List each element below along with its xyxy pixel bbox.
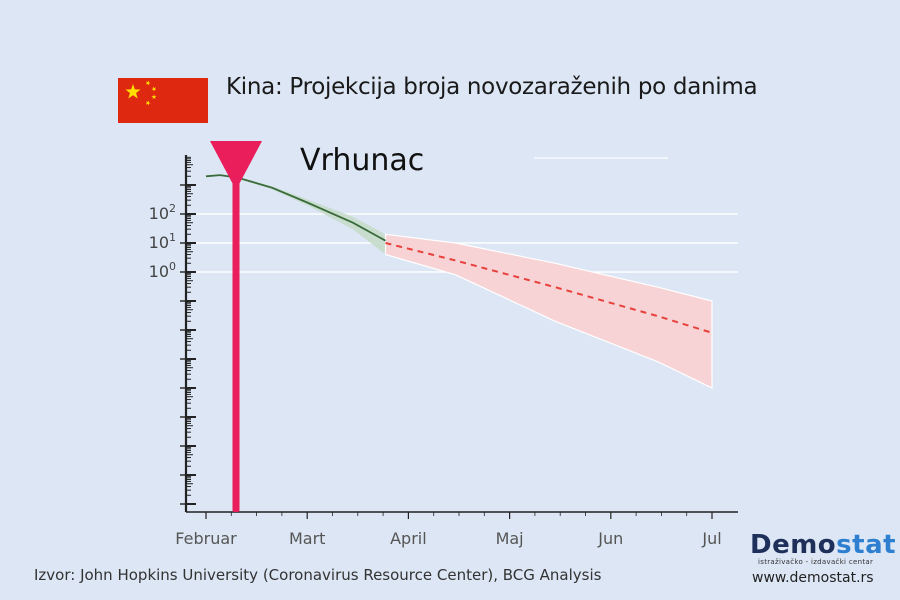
peak-marker-bar — [232, 175, 240, 512]
peak-label: Vrhunac — [300, 143, 424, 178]
flag-star-icon — [151, 94, 157, 100]
demostat-logo: Demostat istraživačko - izdavački centar… — [750, 530, 897, 586]
y-tick-label: 102 — [149, 202, 176, 223]
x-tick-label: Mart — [289, 529, 325, 548]
x-tick-label: Maj — [496, 529, 524, 548]
source-note: Izvor: John Hopkins University (Coronavi… — [34, 566, 602, 584]
x-tick-label: Februar — [175, 529, 237, 548]
observed-series-line — [205, 174, 386, 242]
brand-url: www.demostat.rs — [752, 570, 874, 586]
flag-star-icon — [145, 80, 151, 86]
axes: 100 101 102 Februar Mart April Maj Jun Jul — [149, 155, 738, 548]
flag-star-icon — [145, 100, 151, 106]
projection-series-line — [385, 242, 713, 334]
x-tick-label: April — [390, 529, 427, 548]
brand-name: Demostat — [750, 530, 897, 560]
chart-title: Kina: Projekcija broja novozaraženih po … — [226, 74, 758, 100]
brand-tagline: istraživačko - izdavački centar — [758, 558, 874, 566]
peak-marker-triangle-icon — [210, 141, 262, 190]
china-flag-icon — [118, 78, 208, 123]
x-tick-label: Jun — [597, 529, 623, 548]
y-tick-label: 101 — [149, 231, 176, 252]
y-tick-label: 100 — [149, 260, 176, 281]
flag-star-icon — [151, 86, 157, 92]
x-tick-label: Jul — [701, 529, 721, 548]
projection-confidence-band — [384, 233, 713, 389]
peak-marker — [210, 141, 262, 512]
flag-star-icon — [125, 84, 141, 99]
